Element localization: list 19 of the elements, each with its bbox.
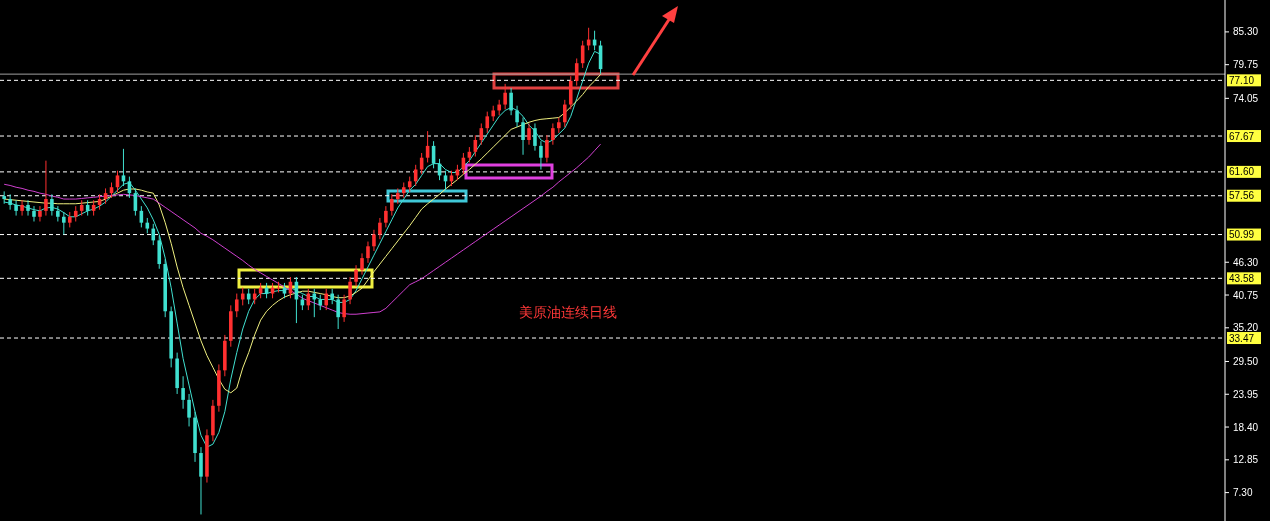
y-tick-label: 18.40 [1233, 421, 1259, 433]
y-tick-label: 29.50 [1233, 355, 1259, 367]
y-tick-label: 79.75 [1233, 59, 1259, 71]
ref-line-label: 77.10 [1229, 74, 1255, 86]
y-tick-label: 12.85 [1233, 454, 1259, 466]
ref-line-label: 43.58 [1229, 272, 1255, 284]
y-tick-label: 40.75 [1233, 289, 1259, 301]
ref-line-label: 33.47 [1229, 332, 1255, 344]
y-tick-label: 35.20 [1233, 322, 1259, 334]
ref-line-label: 57.56 [1229, 190, 1255, 202]
y-tick-label: 23.95 [1233, 388, 1259, 400]
y-tick-label: 46.30 [1233, 256, 1259, 268]
ref-line-label: 50.99 [1229, 229, 1255, 241]
ref-line-label: 61.60 [1229, 166, 1255, 178]
y-tick-label: 7.30 [1233, 487, 1253, 499]
y-tick-label: 85.30 [1233, 26, 1259, 38]
y-tick-label: 74.05 [1233, 92, 1259, 104]
ref-line-label: 67.67 [1229, 130, 1255, 142]
annotation: 美原油连续日线 [519, 303, 617, 320]
